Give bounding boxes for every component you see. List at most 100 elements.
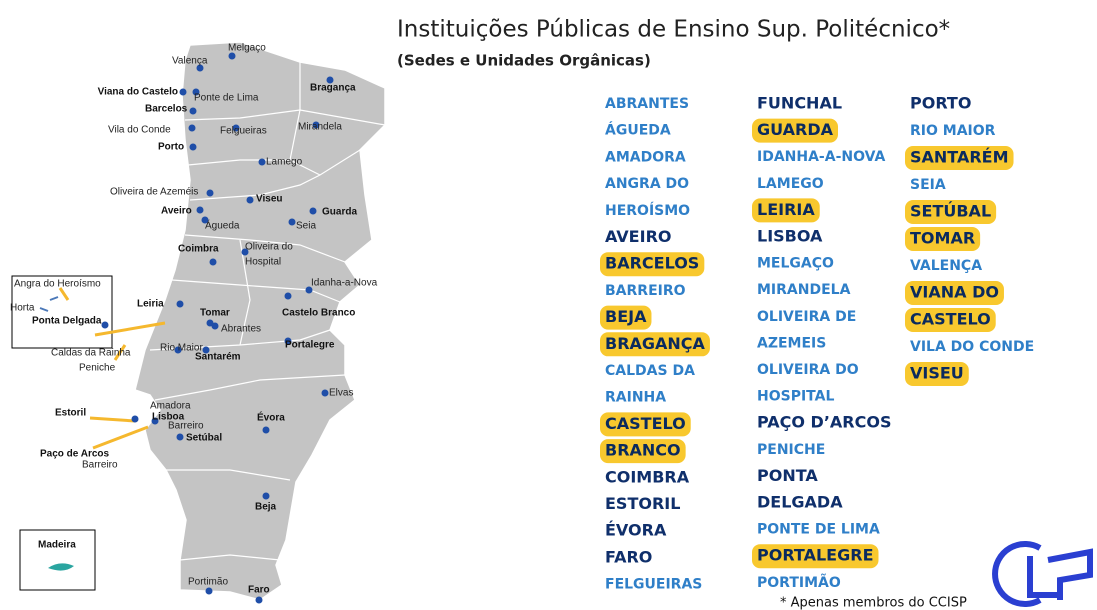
list-item: MELGAÇO (757, 256, 834, 272)
list-item: ÉVORA (605, 521, 667, 540)
list-item: ABRANTES (605, 96, 689, 112)
place-dot (151, 417, 159, 425)
place-label: Barcelos (145, 104, 188, 115)
highlight (905, 227, 981, 251)
place-label: Setúbal (186, 433, 222, 444)
institution-list: ABRANTES ÁGUEDA AMADORA ANGRA DO HEROÍSMO AVE… (600, 94, 1034, 593)
list-item: SEIA (910, 177, 946, 193)
list-item: HOSPITAL (757, 389, 834, 405)
place-label: Santarém (195, 352, 241, 363)
place-dot (284, 292, 292, 300)
place-dot (131, 415, 139, 423)
place-dot (189, 143, 197, 151)
list-item: VALENÇA (910, 258, 982, 274)
list-item: VISEU (910, 364, 964, 383)
list-item: AZEMEIS (757, 335, 826, 351)
place-dot (209, 258, 217, 266)
list-item: PENICHE (757, 442, 825, 458)
place-dot (202, 346, 210, 354)
list-item: TOMAR (910, 229, 975, 248)
list-item: PORTALEGRE (757, 546, 874, 565)
title: Instituições Públicas de Ensino Sup. Pol… (397, 17, 950, 43)
place-label: Leiria (137, 299, 164, 310)
place-label: Vila do Conde (108, 125, 171, 136)
highlight (905, 308, 996, 332)
place-label: Castelo Branco (282, 308, 355, 319)
place-label: Évora (257, 411, 285, 424)
place-label: Seia (296, 221, 316, 232)
list-item: COIMBRA (605, 467, 690, 486)
place-label: Rio Maior (160, 343, 203, 354)
azores-islands (39, 296, 59, 312)
place-label: Tomar (200, 308, 230, 319)
place-dot (305, 286, 313, 294)
list-item: BARREIRO (605, 283, 686, 299)
list-item: PORTIMÃO (757, 574, 841, 591)
place-label: Aveiro (161, 206, 192, 217)
ccisp-logo (992, 541, 1093, 607)
list-item: LAMEGO (757, 176, 824, 192)
place-label: Lisboa (152, 412, 185, 423)
place-label: Paço de Arcos (40, 449, 110, 460)
place-label: Abrantes (221, 324, 261, 335)
place-dot (176, 300, 184, 308)
list-item: AMADORA (605, 149, 686, 165)
list-item: FARO (605, 547, 652, 566)
list-item: PONTA (757, 466, 818, 485)
place-dot (201, 216, 209, 224)
list-item: PONTE DE LIMA (757, 522, 880, 538)
place-dot (188, 124, 196, 132)
highlight (905, 281, 1004, 305)
place-label: Coimbra (178, 244, 219, 255)
list-item: LISBOA (757, 227, 823, 246)
list-item: OLIVEIRA DO (757, 362, 859, 378)
place-dot (255, 596, 263, 604)
place-dot (206, 189, 214, 197)
highlight (905, 362, 969, 386)
highlight (905, 200, 997, 224)
place-label: Mirandela (298, 122, 342, 133)
list-item: IDANHA-A-NOVA (757, 149, 886, 165)
place-label: Águeda (205, 219, 240, 232)
place-dot (246, 196, 254, 204)
place-label: Peniche (79, 363, 116, 374)
list-item: BARCELOS (605, 254, 699, 273)
subtitle: (Sedes e Unidades Orgânicas) (397, 52, 651, 70)
highlight (752, 544, 879, 569)
place-dot (174, 346, 182, 354)
place-label: Ponta Delgada (32, 316, 102, 327)
place-label: Bragança (310, 83, 356, 94)
place-label: Viseu (256, 194, 283, 205)
list-item: CASTELO (910, 310, 991, 329)
list-item: FELGUEIRAS (605, 577, 702, 593)
place-dot (205, 587, 213, 595)
place-dot (262, 426, 270, 434)
highlight (752, 198, 820, 223)
place-dot (241, 248, 249, 256)
list-item: BRANCO (605, 441, 681, 460)
place-dot (312, 121, 320, 129)
place-label: Amadora (150, 401, 191, 412)
place-dot (189, 107, 197, 115)
place-label: Oliveira de Azeméis (110, 187, 198, 198)
place-dot (284, 337, 292, 345)
place-dot (196, 64, 204, 72)
list-item: GUARDA (757, 120, 834, 139)
place-dot (192, 88, 200, 96)
place-dot (101, 321, 109, 329)
list-item: ANGRA DO (605, 176, 689, 192)
highlight (600, 412, 691, 437)
place-label: Faro (248, 585, 270, 596)
highlight (752, 118, 838, 143)
place-label: Elvas (329, 388, 353, 399)
highlight (600, 252, 705, 277)
list-item: HEROÍSMO (605, 202, 690, 219)
list-item: ESTORIL (605, 494, 680, 513)
place-dot (176, 433, 184, 441)
place-dot (196, 206, 204, 214)
list-item: BRAGANÇA (605, 334, 706, 353)
list-item: LEIRIA (757, 200, 815, 219)
place-label: Portalegre (285, 340, 335, 351)
list-item: OLIVEIRA DE (757, 309, 856, 325)
